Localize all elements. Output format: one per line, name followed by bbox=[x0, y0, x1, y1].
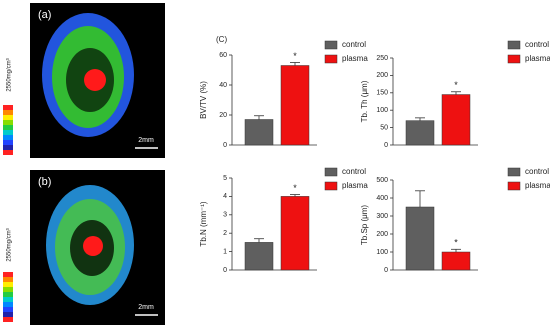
bar bbox=[405, 206, 435, 271]
colorbar-swatch bbox=[3, 292, 13, 297]
panel-label: (a) bbox=[38, 9, 51, 21]
y-tick-label: 200 bbox=[376, 231, 388, 238]
colorbar-swatch bbox=[3, 317, 13, 322]
bar bbox=[280, 196, 310, 271]
y-axis-label: Tb. Th (μm) bbox=[360, 80, 369, 122]
legend-swatch bbox=[324, 54, 338, 64]
colorbar-swatch bbox=[3, 110, 13, 115]
colorbar-swatch bbox=[3, 115, 13, 120]
colorbar-label: 2550mg/cm³ bbox=[7, 228, 13, 261]
colorbar-swatch bbox=[3, 297, 13, 302]
bar bbox=[280, 65, 310, 146]
legend-swatch bbox=[507, 167, 521, 177]
significance: * bbox=[454, 238, 458, 248]
legend-label: control bbox=[342, 167, 366, 176]
y-tick-label: 0 bbox=[384, 142, 388, 149]
implant bbox=[84, 69, 106, 91]
colorbar-swatch bbox=[3, 105, 13, 110]
colorbar-swatch bbox=[3, 125, 13, 130]
scale-label: 2mm bbox=[138, 137, 154, 144]
y-axis-label: Tb.N (mm⁻¹) bbox=[199, 201, 208, 246]
legend-swatch bbox=[507, 181, 521, 191]
y-tick-label: 20 bbox=[219, 112, 227, 119]
bar bbox=[244, 242, 274, 271]
legend-label: plasma bbox=[342, 181, 368, 190]
y-tick-label: 400 bbox=[376, 195, 388, 202]
y-tick-label: 150 bbox=[376, 90, 388, 97]
y-tick-label: 0 bbox=[223, 142, 227, 149]
colorbar-swatch bbox=[3, 277, 13, 282]
legend-swatch bbox=[507, 54, 521, 64]
legend-label: control bbox=[525, 40, 549, 49]
y-tick-label: 4 bbox=[223, 193, 227, 200]
panel-label: (b) bbox=[38, 176, 51, 188]
bar bbox=[244, 119, 274, 146]
y-tick-label: 0 bbox=[223, 267, 227, 274]
colorbar-swatch bbox=[3, 312, 13, 317]
y-tick-label: 1 bbox=[223, 248, 227, 255]
scale-label: 2mm bbox=[138, 304, 154, 311]
colorbar-swatch bbox=[3, 287, 13, 292]
significance: * bbox=[293, 51, 297, 61]
legend-label: plasma bbox=[525, 181, 550, 190]
legend-label: plasma bbox=[525, 54, 550, 63]
colorbar-swatch bbox=[3, 135, 13, 140]
bar bbox=[441, 94, 471, 146]
y-tick-label: 300 bbox=[376, 213, 388, 220]
legend-swatch bbox=[507, 40, 521, 50]
legend-swatch bbox=[324, 181, 338, 191]
colorbar-swatch bbox=[3, 150, 13, 155]
colorbar-swatch bbox=[3, 145, 13, 150]
image-panel: (b) 2mm 2550mg/cm³ bbox=[7, 170, 165, 325]
y-tick-label: 40 bbox=[219, 82, 227, 89]
significance: * bbox=[454, 80, 458, 90]
colorbar-swatch bbox=[3, 120, 13, 125]
y-tick-label: 100 bbox=[376, 249, 388, 256]
colorbar-swatch bbox=[3, 302, 13, 307]
y-tick-label: 2 bbox=[223, 230, 227, 237]
y-axis-label: BV/TV (%) bbox=[199, 81, 208, 119]
y-tick-label: 200 bbox=[376, 72, 388, 79]
y-tick-label: 500 bbox=[376, 177, 388, 184]
panel-label: (C) bbox=[216, 35, 227, 44]
image-panel: (a) 2mm 2550mg/cm³ bbox=[7, 3, 165, 158]
y-tick-label: 3 bbox=[223, 212, 227, 219]
legend-label: control bbox=[525, 167, 549, 176]
colorbar-swatch bbox=[3, 272, 13, 277]
significance: * bbox=[293, 183, 297, 193]
colorbar-swatch bbox=[3, 282, 13, 287]
colorbar-swatch bbox=[3, 140, 13, 145]
legend-swatch bbox=[324, 167, 338, 177]
bar bbox=[405, 120, 435, 146]
colorbar-label: 2550mg/cm³ bbox=[7, 58, 13, 91]
y-tick-label: 5 bbox=[223, 175, 227, 182]
y-tick-label: 250 bbox=[376, 55, 388, 62]
bar bbox=[441, 251, 471, 271]
y-axis-label: Tb.Sp (μm) bbox=[360, 205, 369, 246]
y-tick-label: 50 bbox=[380, 124, 388, 131]
y-tick-label: 0 bbox=[384, 267, 388, 274]
legend-label: plasma bbox=[342, 54, 368, 63]
colorbar-swatch bbox=[3, 130, 13, 135]
y-tick-label: 60 bbox=[219, 52, 227, 59]
legend-label: control bbox=[342, 40, 366, 49]
colorbar-swatch bbox=[3, 307, 13, 312]
y-tick-label: 100 bbox=[376, 107, 388, 114]
legend-swatch bbox=[324, 40, 338, 50]
implant bbox=[83, 236, 103, 256]
colorbars bbox=[3, 105, 13, 322]
